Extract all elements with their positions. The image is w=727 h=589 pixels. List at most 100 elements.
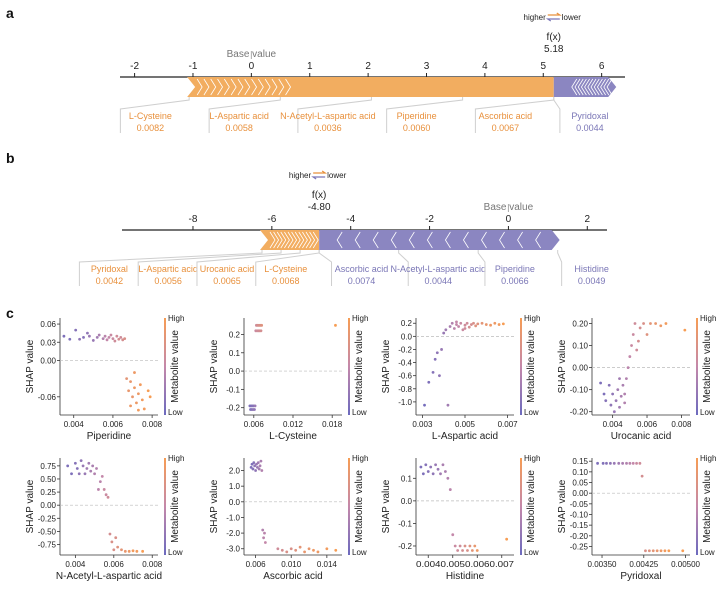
feature-name: Ascorbic acid [479,111,533,121]
colorbar-title: Metabolite value [170,470,181,543]
data-point [251,467,255,471]
force-axis-tick-label: 4 [482,61,488,72]
data-point [607,383,611,387]
data-point [442,331,446,335]
data-point [596,461,599,465]
data-point [624,377,628,381]
y-tick-label: 0.1 [401,474,413,483]
colorbar [696,458,698,555]
feature-name: Histidine [574,264,609,274]
feature-value: 0.0036 [314,123,342,133]
feature-value: 0.0066 [501,276,529,286]
force-chevron [574,78,581,96]
force-axis-tick-label: 5 [540,61,546,72]
lower-label: lower [562,13,581,22]
colorbar [520,318,522,415]
data-point [426,470,430,473]
data-point [640,474,644,478]
data-point [111,337,115,341]
force-chevron [264,78,271,96]
scatter-panel-7: 0.1 0.0 -0.1 -0.2 0.0040.0050.0060.007 Histid… [381,454,540,582]
force-chevron [302,231,308,249]
data-point [74,328,78,332]
data-point [95,467,98,470]
colorbar-title: Metabolite value [526,330,537,403]
data-point [614,399,618,403]
scatter-panel-5: 0.75 0.50 0.25 0.00 -0.25 -0.50 -0.75 0.004 0.00… [25,454,184,582]
y-tick-label: -0.75 [38,541,57,550]
feature-name: L-Cysteine [264,264,307,274]
data-point [334,548,338,552]
force-chevron [354,231,361,249]
x-axis-label: N-Acetyl-L-aspartic acid [56,571,162,582]
data-point [421,472,425,476]
y-tick-label: 0.20 [572,320,588,329]
colorbar [164,458,166,555]
data-point [101,337,105,341]
y-tick-label: -0.25 [38,514,57,523]
y-tick-label: -0.10 [570,510,589,519]
data-point [635,348,639,352]
data-point [424,463,428,467]
feature-value: 0.0056 [154,276,182,286]
y-tick-label: -0.06 [38,393,57,402]
data-point [608,461,612,465]
y-tick-label: 0.15 [572,457,588,466]
force-axis-tick-label: 1 [307,61,313,72]
force-axis-tick-label: 6 [599,61,605,72]
y-tick-label: 0.06 [40,320,56,329]
x-tick-label: 0.004 [603,420,624,429]
data-point [645,333,649,336]
y-tick-label: 1.0 [229,482,241,491]
y-tick-label: 0.1 [229,349,241,358]
data-point [263,531,266,535]
data-point [621,461,625,465]
feature-value: 0.0042 [96,276,124,286]
data-point [117,337,121,341]
force-plot-b: -8 -6 -4 -2 0 2 Base value f(x)-4.80 higher lower… [78,170,609,286]
data-point [146,389,150,393]
feature-name: Pyridoxal [571,111,608,121]
data-point [112,548,116,552]
y-tick-label: 0.00 [572,364,588,373]
x-tick-label: 0.006 [246,560,267,569]
force-chevron [294,231,301,249]
data-point [441,463,445,467]
data-point [131,549,135,553]
x-tick-label: 0.006 [244,420,265,429]
data-point [625,461,628,465]
data-point [77,472,81,476]
y-tick-label: 0.50 [40,475,56,484]
higher-label: higher [524,13,547,22]
data-point [137,392,140,396]
force-chevron [481,231,487,249]
data-point [100,474,104,478]
data-point [73,461,77,465]
feature-name: Ascorbic acid [335,264,389,274]
y-axis-label: SHAP value [557,339,568,393]
data-point [489,323,492,327]
data-point [325,547,329,551]
data-point [261,528,265,532]
force-chevron [223,78,230,96]
dependence-plots: 0.06 0.03 0.00 -0.06 0.004 0.006 0.008 Piperidi… [25,314,716,582]
data-point [81,464,85,468]
data-point [89,469,93,473]
x-tick-label: 0.014 [317,560,338,569]
x-axis-label: Piperidine [87,431,132,442]
colorbar-low-label: Low [700,548,715,557]
data-point [127,389,130,393]
x-tick-label: 0.008 [671,420,692,429]
force-axis-tick-label: 3 [424,61,430,72]
force-axis-tick-label: -6 [267,214,276,225]
feature-leader-line [137,250,282,286]
feature-name: L-Cysteine [129,111,172,121]
data-point [298,545,302,549]
data-point [104,493,108,497]
lower-label: lower [327,171,346,180]
y-tick-label: 0.75 [40,462,56,471]
data-point [70,472,73,476]
data-point [459,321,463,325]
data-point [667,549,671,553]
